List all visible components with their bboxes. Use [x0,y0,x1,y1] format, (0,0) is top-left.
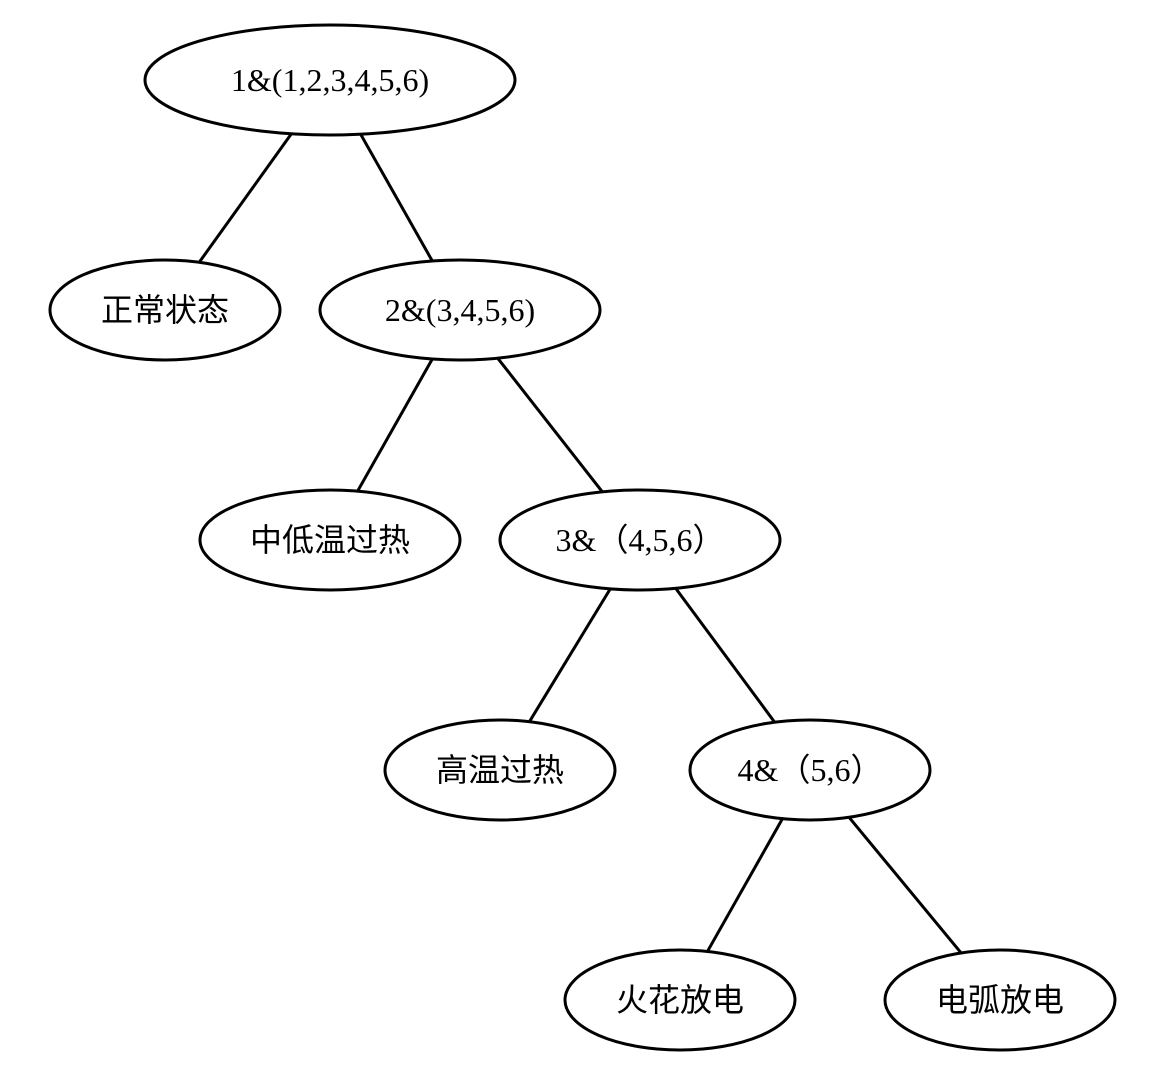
node-label: 正常状态 [101,292,229,328]
tree-edge [676,588,775,722]
tree-edge [361,134,433,261]
node-label: 2&(3,4,5,6) [385,292,535,328]
tree-edge [358,359,433,491]
tree-node: 正常状态 [50,260,280,360]
tree-node: 中低温过热 [200,490,460,590]
tree-node: 高温过热 [385,720,615,820]
tree-node: 3&（4,5,6） [500,490,780,590]
tree-node: 1&(1,2,3,4,5,6) [145,25,515,135]
node-label: 高温过热 [436,752,564,788]
node-label: 电弧放电 [936,982,1064,1018]
tree-edge [498,358,603,492]
node-label: 1&(1,2,3,4,5,6) [231,62,429,98]
tree-node: 2&(3,4,5,6) [320,260,600,360]
tree-edge [529,589,610,722]
nodes-layer: 1&(1,2,3,4,5,6) 正常状态 2&(3,4,5,6) 中低温过热 3&（4,… [50,25,1115,1050]
tree-node: 4&（5,6） [690,720,930,820]
tree-edge [849,817,961,953]
node-label: 3&（4,5,6） [556,522,725,558]
tree-node: 火花放电 [565,950,795,1050]
node-label: 中低温过热 [250,522,410,558]
tree-node: 电弧放电 [885,950,1115,1050]
tree-edge [707,819,782,952]
tree-edge [199,134,291,262]
node-label: 火花放电 [616,982,744,1018]
node-label: 4&（5,6） [738,752,883,788]
decision-tree-diagram: 1&(1,2,3,4,5,6) 正常状态 2&(3,4,5,6) 中低温过热 3&（4,… [0,0,1158,1077]
